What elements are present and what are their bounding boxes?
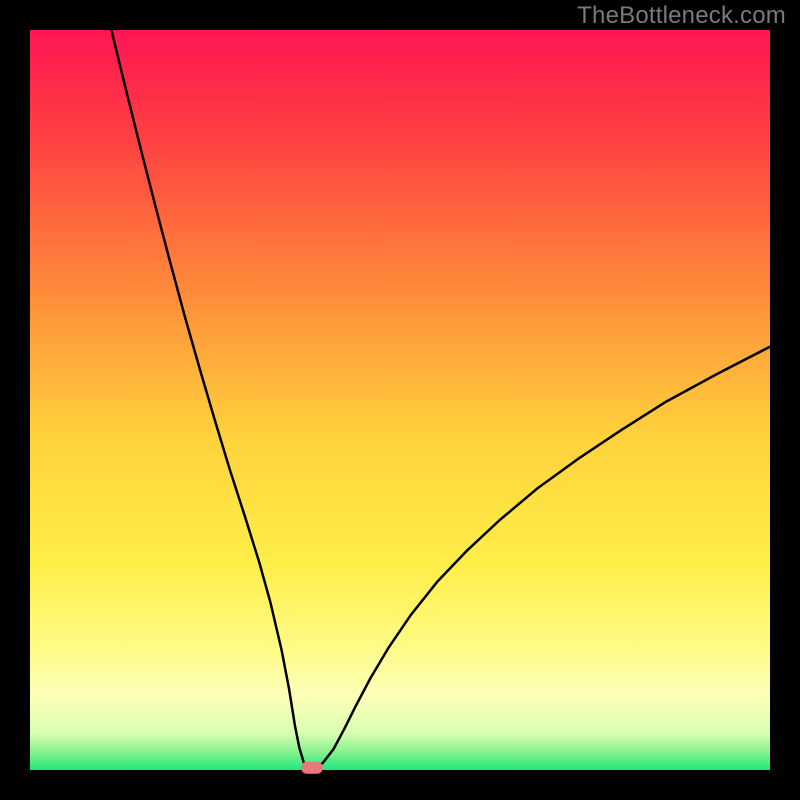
chart-container: TheBottleneck.com (0, 0, 800, 800)
bottleneck-chart (0, 0, 800, 800)
watermark-text: TheBottleneck.com (577, 2, 786, 30)
minimum-marker (301, 762, 323, 774)
plot-gradient-area (30, 30, 770, 770)
